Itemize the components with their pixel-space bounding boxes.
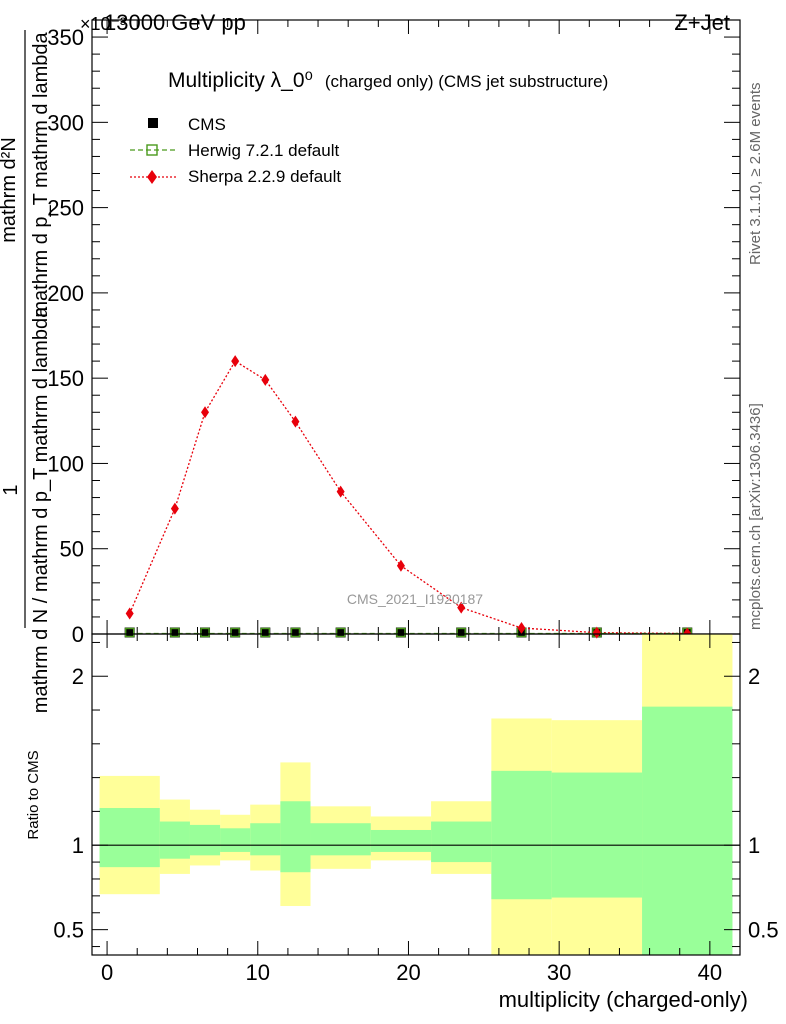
sherpa-point (396, 559, 405, 572)
y-tick-label: 300 (47, 110, 84, 135)
y-tick-label: 150 (47, 366, 84, 391)
chart-title-main: Multiplicity λ_0⁰ (168, 69, 313, 92)
ratio-band-green-3 (220, 828, 251, 852)
header-left: 13000 GeV pp (104, 10, 246, 35)
cms-point (200, 627, 211, 638)
ylabel-sub-denominator: mathrm d p_T mathrm d lambda (30, 31, 52, 317)
legend-marker-sherpa (147, 170, 157, 184)
ratio-band-green-8 (431, 821, 492, 863)
x-tick-label: 10 (246, 960, 270, 985)
y-tick-label: 200 (47, 281, 84, 306)
ratio-band-green-5 (280, 801, 311, 873)
cms-point (456, 627, 467, 638)
x-tick-label: 20 (396, 960, 420, 985)
ratio-y-tick-label-right: 2 (748, 664, 760, 689)
herwig-point (230, 627, 240, 638)
chart-title: Multiplicity λ_0⁰ (charged only) (CMS je… (168, 69, 608, 92)
sherpa-point (291, 415, 300, 428)
ratio-frame (91, 633, 741, 956)
ratio-band-green-0 (99, 808, 160, 868)
sherpa-point (336, 485, 345, 498)
herwig-point (290, 627, 301, 638)
main-panel: 0 50 100 150 200 250 300 350 (47, 19, 741, 647)
rivet-label: Rivet 3.1.10, ≥ 2.6M events (747, 83, 764, 266)
sherpa-point (201, 406, 210, 419)
main-frame (91, 19, 741, 635)
sherpa-point (231, 355, 240, 368)
legend-marker-herwig (146, 144, 158, 156)
ylabel-denominator: mathrm d N / mathrm d p_T mathrm d lambd… (30, 306, 52, 713)
herwig-point (124, 627, 135, 638)
herwig-point (260, 627, 271, 638)
y-tick-label: 350 (47, 25, 84, 50)
sherpa-point (261, 373, 270, 386)
ratio-panel: 0 10 20 30 40 0.5 0.5 1 1 2 2 (53, 633, 779, 985)
herwig-point (456, 627, 466, 638)
ratio-band-green-4 (250, 823, 281, 856)
legend: CMS Herwig 7.2.1 default Sherpa 2.2.9 de… (130, 115, 341, 186)
cms-point (290, 627, 301, 638)
ylabel-sub-numerator: mathrm d²N (0, 137, 20, 243)
x-tick-label: 30 (547, 960, 571, 985)
herwig-point (335, 627, 346, 638)
ratio-y-tick-label-right: 1 (748, 833, 760, 858)
header-right: Z+Jet (674, 10, 730, 35)
ratio-band-green-6 (310, 823, 371, 856)
y-axis-label: 1 mathrm d N / mathrm d p_T mathrm d lam… (0, 30, 52, 713)
chart-title-sub: (charged only) (CMS jet substructure) (325, 72, 608, 91)
cms-point (335, 627, 346, 638)
y-tick-label: 50 (60, 537, 84, 562)
sherpa-point (517, 622, 526, 635)
sherpa-point (592, 626, 601, 639)
ratio-band-green-11 (642, 706, 733, 955)
ratio-y-tick-label-left: 0.5 (53, 918, 84, 943)
sherpa-point (457, 601, 466, 614)
legend-label-cms: CMS (188, 115, 226, 134)
legend-marker-cms (148, 118, 158, 128)
cms-point (230, 627, 241, 638)
ratio-band-green-9 (491, 770, 552, 900)
mcplots-label: mcplots.cern.ch [arXiv:1306.3436] (747, 403, 764, 630)
ratio-band-green-10 (551, 772, 643, 898)
cms-point (395, 627, 406, 638)
x-axis-label: multiplicity (charged-only) (499, 987, 748, 1012)
x-tick-label: 40 (698, 960, 722, 985)
ratio-band-green-2 (189, 824, 221, 856)
ratio-y-tick-label-right: 0.5 (748, 918, 779, 943)
watermark: CMS_2021_I1920187 (347, 591, 483, 607)
ratio-band-green-1 (159, 821, 190, 859)
ratio-band-green-7 (370, 829, 432, 852)
cms-point (124, 627, 135, 638)
y-tick-label: 250 (47, 196, 84, 221)
herwig-point (170, 627, 180, 638)
legend-label-sherpa: Sherpa 2.2.9 default (188, 167, 341, 186)
herwig-point (396, 627, 406, 638)
sherpa-point (170, 502, 179, 515)
ratio-y-tick-label-left: 2 (72, 664, 84, 689)
ylabel-numerator: 1 (0, 484, 22, 495)
sherpa-point (125, 607, 134, 620)
y-tick-label: 100 (47, 451, 84, 476)
x-tick-label: 0 (101, 960, 113, 985)
y-exponent: ×10⁻³ (80, 14, 126, 34)
legend-label-herwig: Herwig 7.2.1 default (188, 141, 339, 160)
ratio-ylabel: Ratio to CMS (25, 750, 42, 839)
y-tick-label: 0 (72, 622, 84, 647)
herwig-point (200, 627, 210, 638)
ratio-y-tick-label-left: 1 (72, 833, 84, 858)
cms-point (169, 627, 180, 638)
cms-point (260, 627, 271, 638)
